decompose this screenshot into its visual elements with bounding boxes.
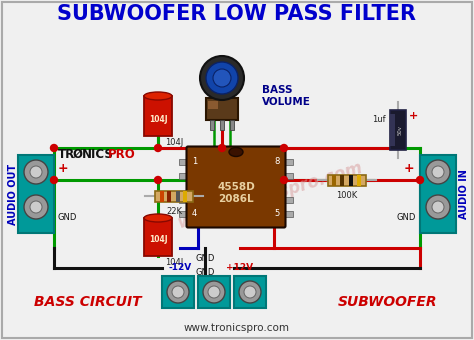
Text: TR: TR bbox=[58, 148, 75, 160]
Bar bbox=[18, 155, 54, 233]
Text: +: + bbox=[409, 111, 418, 121]
Bar bbox=[357, 174, 361, 186]
Circle shape bbox=[24, 195, 48, 219]
Text: +12V: +12V bbox=[227, 263, 254, 272]
Text: 22K: 22K bbox=[166, 207, 182, 217]
Text: Ø: Ø bbox=[73, 148, 83, 160]
Circle shape bbox=[432, 166, 444, 178]
Bar bbox=[160, 190, 164, 202]
Bar bbox=[179, 197, 188, 203]
Text: GND: GND bbox=[195, 254, 215, 263]
Bar bbox=[144, 218, 172, 256]
Bar bbox=[206, 98, 238, 120]
Text: 4558D
2086L: 4558D 2086L bbox=[217, 182, 255, 204]
Text: -12V: -12V bbox=[168, 263, 191, 272]
Text: GND: GND bbox=[195, 268, 215, 277]
Circle shape bbox=[239, 281, 261, 303]
Text: 5: 5 bbox=[275, 209, 280, 219]
Circle shape bbox=[208, 286, 220, 298]
Bar bbox=[284, 197, 293, 203]
Circle shape bbox=[167, 281, 189, 303]
Circle shape bbox=[51, 144, 57, 152]
Bar bbox=[155, 190, 193, 202]
Text: SUBWOOFER LOW PASS FILTER: SUBWOOFER LOW PASS FILTER bbox=[57, 4, 417, 24]
Bar bbox=[183, 190, 187, 202]
Circle shape bbox=[213, 69, 231, 87]
Bar bbox=[230, 120, 234, 130]
Text: 100K: 100K bbox=[337, 191, 357, 201]
Circle shape bbox=[51, 176, 57, 184]
Bar bbox=[210, 120, 214, 130]
Circle shape bbox=[432, 201, 444, 213]
Text: 4: 4 bbox=[192, 209, 197, 219]
Ellipse shape bbox=[144, 92, 172, 100]
Text: BASS
VOLUME: BASS VOLUME bbox=[262, 85, 311, 107]
Bar bbox=[179, 211, 188, 217]
Ellipse shape bbox=[229, 148, 243, 156]
Bar bbox=[284, 211, 293, 217]
Circle shape bbox=[24, 160, 48, 184]
Text: NICS: NICS bbox=[82, 148, 114, 160]
Bar bbox=[144, 96, 172, 136]
Circle shape bbox=[219, 144, 226, 152]
Bar bbox=[349, 174, 353, 186]
Text: 104J: 104J bbox=[165, 258, 183, 267]
Circle shape bbox=[244, 286, 256, 298]
Text: 104J: 104J bbox=[149, 115, 167, 123]
Bar bbox=[284, 159, 293, 165]
Circle shape bbox=[203, 281, 225, 303]
Circle shape bbox=[200, 56, 244, 100]
Ellipse shape bbox=[144, 214, 172, 222]
Bar bbox=[420, 155, 456, 233]
Bar bbox=[198, 276, 230, 308]
Bar bbox=[390, 114, 395, 146]
Bar bbox=[234, 276, 266, 308]
Circle shape bbox=[30, 166, 42, 178]
Text: 1: 1 bbox=[192, 157, 197, 167]
Text: +: + bbox=[403, 163, 414, 175]
Bar bbox=[179, 159, 188, 165]
Text: 104J: 104J bbox=[165, 138, 183, 147]
Bar bbox=[179, 173, 188, 179]
Circle shape bbox=[155, 144, 162, 152]
Bar bbox=[162, 276, 194, 308]
Text: +: + bbox=[58, 163, 69, 175]
Bar bbox=[220, 120, 224, 130]
Bar bbox=[390, 110, 406, 150]
Text: 50v: 50v bbox=[398, 125, 402, 135]
Bar bbox=[284, 173, 293, 179]
Text: www.tronicspro.com: www.tronicspro.com bbox=[184, 323, 290, 333]
Text: 1uf: 1uf bbox=[373, 116, 386, 124]
Text: GND: GND bbox=[397, 212, 416, 221]
Text: 8: 8 bbox=[274, 157, 280, 167]
Circle shape bbox=[417, 176, 423, 184]
Text: GND: GND bbox=[58, 212, 77, 221]
Bar bbox=[340, 174, 344, 186]
Circle shape bbox=[281, 144, 288, 152]
FancyBboxPatch shape bbox=[186, 147, 285, 227]
Text: SUBWOOFER: SUBWOOFER bbox=[338, 295, 438, 309]
Bar bbox=[208, 101, 218, 109]
Circle shape bbox=[155, 176, 162, 184]
Circle shape bbox=[206, 62, 238, 94]
Text: 104J: 104J bbox=[149, 236, 167, 244]
Circle shape bbox=[172, 286, 184, 298]
Text: BASS CIRCUIT: BASS CIRCUIT bbox=[34, 295, 142, 309]
Bar bbox=[176, 190, 180, 202]
Text: AUDIO IN: AUDIO IN bbox=[459, 169, 469, 219]
Circle shape bbox=[426, 195, 450, 219]
Text: www.tronicspro.com: www.tronicspro.com bbox=[175, 158, 365, 232]
Text: AUDIO OUT: AUDIO OUT bbox=[8, 164, 18, 224]
Circle shape bbox=[426, 160, 450, 184]
Circle shape bbox=[30, 201, 42, 213]
Bar bbox=[167, 190, 171, 202]
Bar bbox=[332, 174, 336, 186]
Circle shape bbox=[281, 176, 288, 184]
Text: PRO: PRO bbox=[108, 148, 136, 160]
Bar bbox=[328, 174, 366, 186]
